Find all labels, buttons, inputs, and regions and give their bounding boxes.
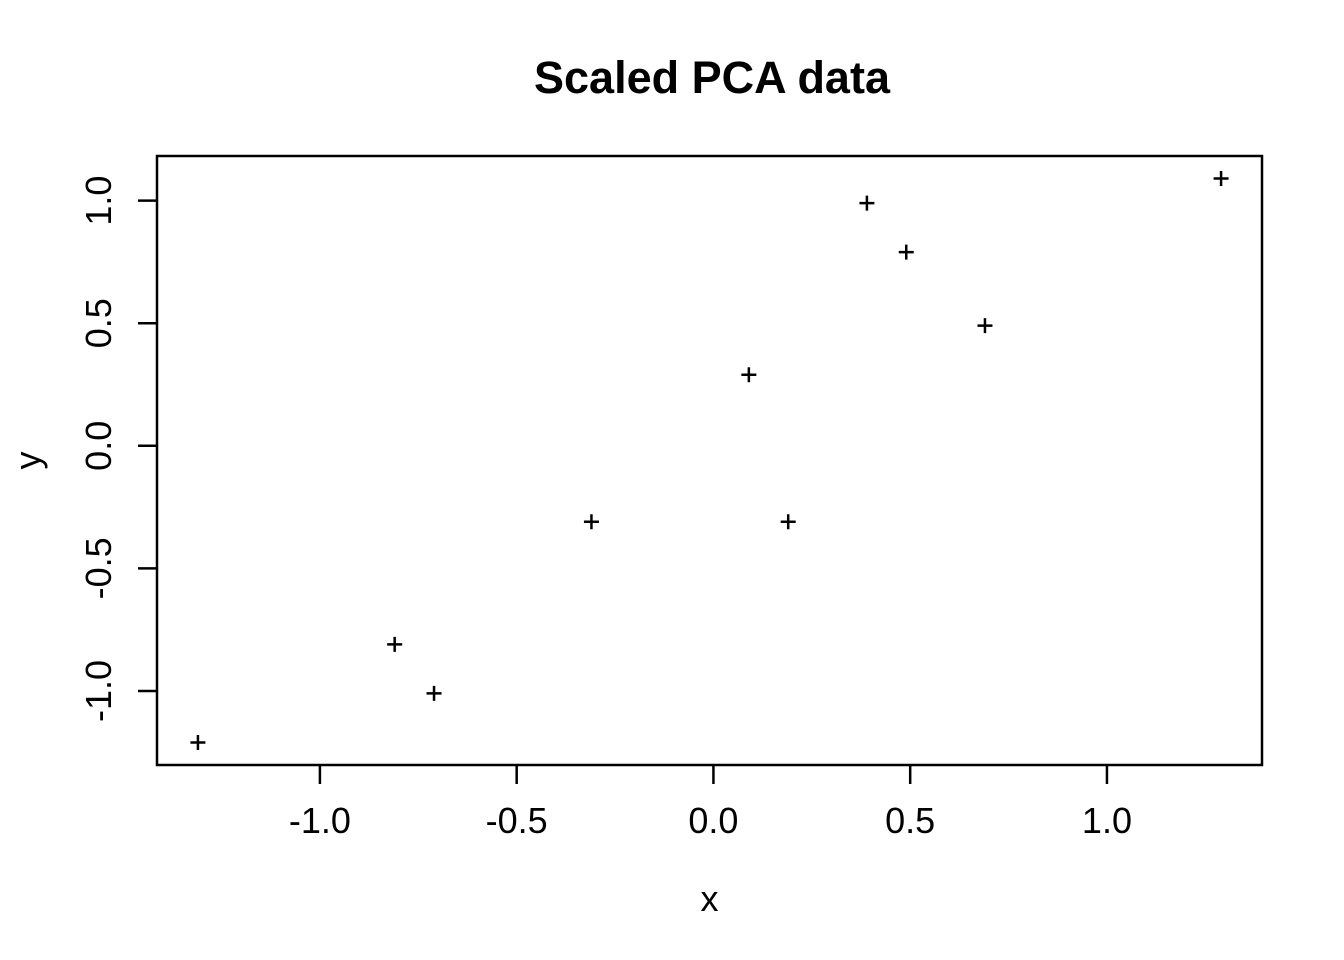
chart-title: Scaled PCA data <box>534 52 891 103</box>
y-axis-label: y <box>7 452 48 470</box>
y-tick-label: -0.5 <box>78 537 119 599</box>
x-axis-ticks: -1.0 -0.5 0.0 0.5 1.0 <box>289 765 1132 841</box>
y-axis-ticks: -1.0 -0.5 0.0 0.5 1.0 <box>78 176 157 722</box>
data-point-marker <box>190 734 206 750</box>
data-point-marker <box>1213 171 1229 187</box>
y-tick-label: -1.0 <box>78 660 119 722</box>
data-point-marker <box>741 367 757 383</box>
x-tick-label: -0.5 <box>486 800 548 841</box>
x-tick-label: 0.5 <box>885 800 935 841</box>
x-axis-label: x <box>701 878 719 919</box>
data-point-marker <box>426 685 442 701</box>
y-tick-label: 0.0 <box>78 421 119 471</box>
x-tick-label: -1.0 <box>289 800 351 841</box>
data-point-marker <box>387 636 403 652</box>
data-point-marker <box>780 514 796 530</box>
data-point-marker <box>898 244 914 260</box>
y-tick-label: 1.0 <box>78 176 119 226</box>
plot-box <box>155 154 1264 767</box>
data-points-group <box>190 171 1229 750</box>
y-tick-label: 0.5 <box>78 298 119 348</box>
x-tick-label: 1.0 <box>1082 800 1132 841</box>
x-tick-label: 0.0 <box>688 800 738 841</box>
data-point-marker <box>583 514 599 530</box>
data-point-marker <box>859 195 875 211</box>
data-point-marker <box>977 318 993 334</box>
